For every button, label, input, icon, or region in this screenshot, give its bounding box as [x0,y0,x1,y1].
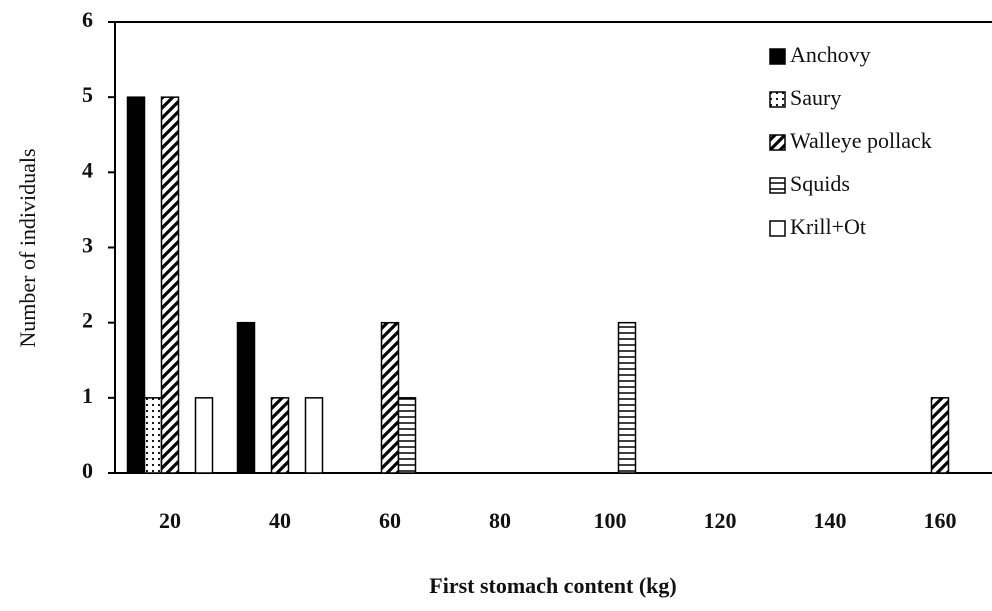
y-tick-label: 1 [82,383,93,408]
bar [194,397,214,474]
legend-swatch [769,91,786,108]
bar [380,321,400,474]
bar [930,397,950,474]
legend-label: Anchovy [790,42,871,67]
legend-label: Saury [790,85,841,110]
x-tick-label: 160 [924,508,957,533]
legend-label: Squids [790,171,850,196]
legend-swatch [769,48,786,65]
bar [143,397,163,474]
legend-swatch [769,177,786,194]
x-tick-label: 20 [159,508,181,533]
y-tick-label: 2 [82,308,93,333]
bar [617,321,637,474]
bar [236,321,256,474]
y-tick-label: 0 [82,458,93,483]
y-tick-label: 5 [82,82,93,107]
x-tick-label: 80 [489,508,511,533]
x-tick-label: 100 [594,508,627,533]
bar [160,96,180,474]
bar [397,397,417,474]
legend-swatch [769,134,786,151]
x-axis-label: First stomach content (kg) [429,573,676,598]
bar [270,397,290,474]
x-tick-label: 140 [814,508,847,533]
y-tick-label: 3 [82,233,93,258]
y-axis-label: Number of individuals [15,148,40,347]
bar [126,96,146,474]
x-tick-label: 120 [704,508,737,533]
bar [304,397,324,474]
legend-swatch [769,220,786,237]
x-tick-label: 60 [379,508,401,533]
y-tick-label: 6 [82,7,93,32]
y-tick-label: 4 [82,157,93,182]
legend-label: Walleye pollack [790,128,932,153]
x-tick-label: 40 [269,508,291,533]
legend-label: Krill+Ot [790,214,866,239]
